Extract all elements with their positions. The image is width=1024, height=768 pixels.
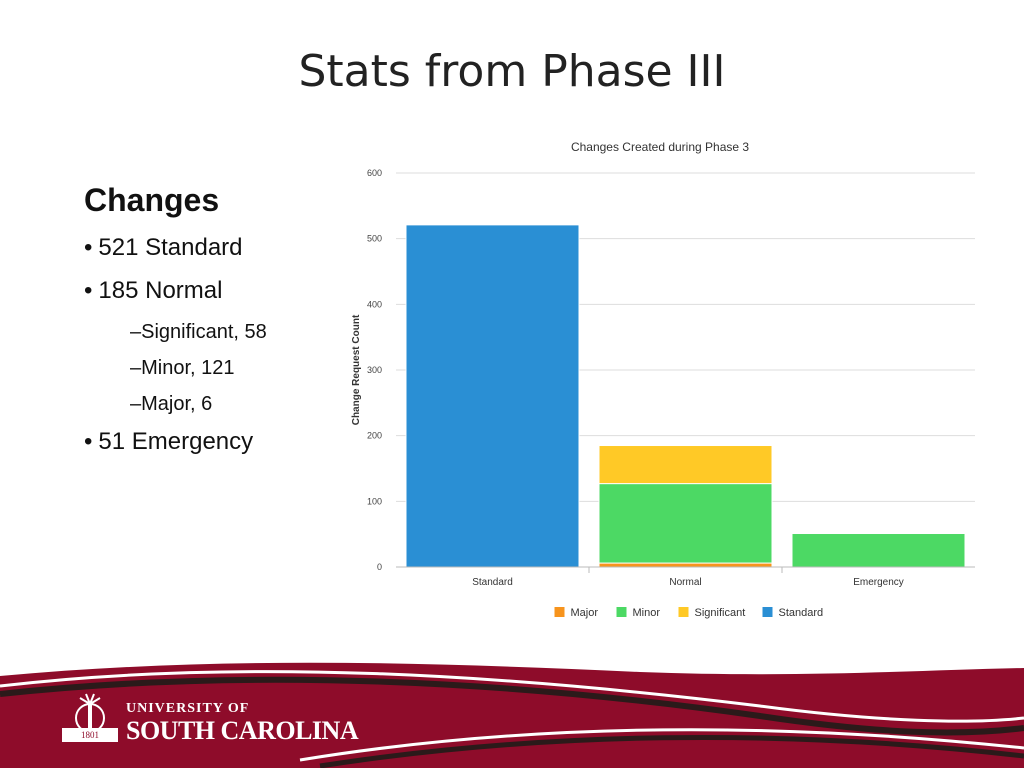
- logo-year: 1801: [81, 730, 99, 740]
- list-item-label: 185 Normal: [98, 277, 223, 304]
- y-tick-label: 500: [367, 234, 382, 244]
- footer-swoosh-lower: [299, 728, 1024, 762]
- section-heading: Changes: [84, 182, 220, 218]
- bar-standard-standard: [405, 224, 580, 568]
- bar-major-normal: [598, 562, 773, 568]
- legend-label-minor: Minor: [633, 607, 661, 619]
- legend-label-standard: Standard: [779, 607, 824, 619]
- x-tick-label: Normal: [669, 577, 701, 588]
- legend: Major Minor Significant Standard: [554, 607, 824, 619]
- y-tick-label: 400: [367, 299, 382, 309]
- university-name-line1: UNIVERSITY OF: [126, 701, 250, 716]
- bar-minor-emergency: [791, 533, 966, 568]
- y-tick-label: 600: [367, 168, 382, 178]
- list-item-standard: • 521 Standard: [84, 233, 344, 276]
- y-tick-label: 0: [377, 562, 382, 572]
- y-tick-label: 300: [367, 365, 382, 375]
- list-item-label: 521 Standard: [98, 234, 243, 261]
- sub-item-minor: –Minor, 121: [130, 357, 235, 379]
- legend-label-significant: Significant: [695, 607, 746, 619]
- list-item-label: 51 Emergency: [98, 428, 254, 455]
- footer-swoosh-light: [0, 670, 1024, 723]
- footer-swoosh-lower-dark: [319, 734, 1024, 768]
- footer-banner: 1801: [0, 662, 1024, 768]
- bar-significant-normal: [598, 445, 773, 485]
- palmetto-logo-icon: 1801: [62, 693, 118, 742]
- legend-swatch-minor: [616, 607, 627, 617]
- y-tick-label: 100: [367, 496, 382, 506]
- x-tick-label: Standard: [472, 577, 513, 588]
- footer-swoosh-dark: [0, 676, 1024, 736]
- slide-title: Stats from Phase III: [298, 46, 726, 97]
- list-item-emergency: • 51 Emergency: [84, 427, 344, 470]
- list-item-normal: • 185 Normal: [84, 276, 344, 319]
- chart-title: Changes Created during Phase 3: [571, 140, 749, 154]
- legend-swatch-significant: [678, 607, 689, 617]
- bullet-glyph: •: [84, 428, 93, 455]
- changes-summary: Changes • 521 Standard • 185 Normal –Signi…: [84, 182, 344, 470]
- bar-minor-normal: [598, 483, 773, 564]
- bullet-glyph: •: [84, 277, 93, 304]
- legend-label-major: Major: [571, 607, 599, 619]
- axes: 0 100 200 300 400 500 600 Standard Normal Emergen…: [367, 168, 975, 588]
- bullet-glyph: •: [84, 234, 93, 261]
- x-tick-label: Emergency: [853, 577, 904, 588]
- sub-item-major: –Major, 6: [130, 393, 213, 415]
- bars: [405, 224, 966, 568]
- y-tick-label: 200: [367, 431, 382, 441]
- y-axis-label: Change Request Count: [351, 314, 362, 425]
- university-name-line2: SOUTH CAROLINA: [126, 716, 359, 745]
- footer-background: [0, 662, 1024, 768]
- sub-item-significant: –Significant, 58: [130, 321, 267, 343]
- legend-swatch-standard: [762, 607, 773, 617]
- stacked-bar-chart: Changes Created during Phase 3 Change Re…: [351, 140, 975, 619]
- legend-swatch-major: [554, 607, 565, 617]
